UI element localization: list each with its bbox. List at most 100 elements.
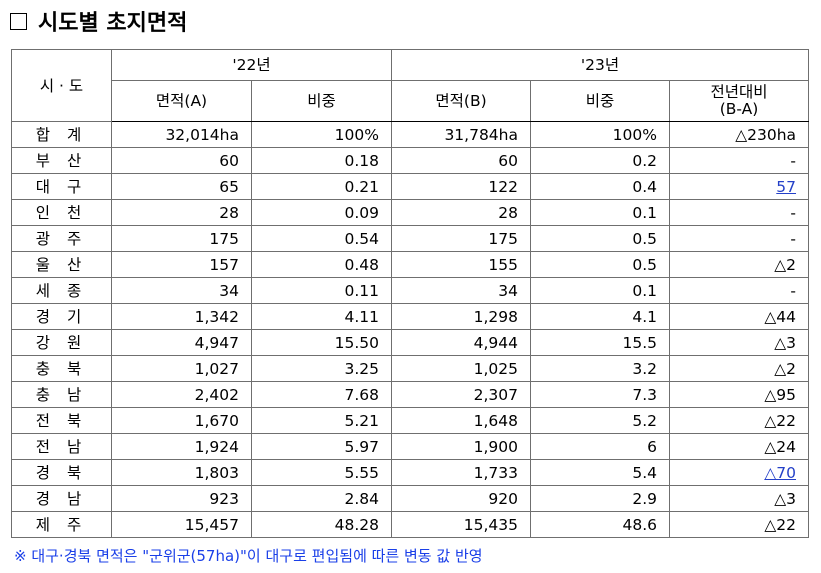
share-22-cell: 0.18 (251, 147, 392, 174)
region-cell: 전 북 (11, 407, 112, 434)
area-23-cell: 34 (391, 277, 531, 304)
share-23-cell: 6 (530, 433, 670, 460)
region-cell: 대 구 (11, 173, 112, 200)
share-23-cell: 48.6 (530, 511, 670, 538)
share-23-cell: 4.1 (530, 303, 670, 330)
table-row: 제 주 15,457 48.28 15,435 48.6 △22 (11, 511, 810, 538)
table-row: 대 구 65 0.21 122 0.4 57 (11, 173, 810, 200)
region-cell: 인 천 (11, 199, 112, 226)
header-area-b: 면적(B) (391, 80, 531, 122)
share-22-cell: 15.50 (251, 329, 392, 356)
share-23-cell: 0.1 (530, 277, 670, 304)
change-cell: △230ha (668, 121, 810, 148)
area-23-cell: 1,648 (391, 407, 531, 434)
area-23-cell: 155 (391, 251, 531, 278)
change-link[interactable]: △70 (764, 463, 797, 482)
region-cell: 울 산 (11, 251, 112, 278)
area-23-cell: 60 (391, 147, 531, 174)
header-change-line2: (B-A) (719, 100, 759, 118)
area-23-cell: 1,298 (391, 303, 531, 330)
area-22-cell: 1,027 (111, 355, 252, 382)
area-23-cell: 15,435 (391, 511, 531, 538)
grassland-area-table: 시 · 도 '22년 '23년 면적(A) 비중 면적(B) 비중 전년대비 (… (11, 49, 810, 538)
change-cell: △2 (668, 355, 810, 382)
table-row: 경 남 923 2.84 920 2.9 △3 (11, 485, 810, 512)
area-22-cell: 1,342 (111, 303, 252, 330)
table-row: 강 원 4,947 15.50 4,944 15.5 △3 (11, 329, 810, 356)
region-cell: 합 계 (11, 121, 112, 148)
region-cell: 충 북 (11, 355, 112, 382)
region-cell: 광 주 (11, 225, 112, 252)
table-row: 충 북 1,027 3.25 1,025 3.2 △2 (11, 355, 810, 382)
table-row: 합 계 32,014ha 100% 31,784ha 100% △230ha (11, 121, 810, 148)
area-22-cell: 2,402 (111, 381, 252, 408)
share-22-cell: 0.11 (251, 277, 392, 304)
change-cell: △3 (668, 485, 810, 512)
area-22-cell: 34 (111, 277, 252, 304)
change-cell: 57 (668, 173, 810, 200)
share-22-cell: 4.11 (251, 303, 392, 330)
area-22-cell: 28 (111, 199, 252, 226)
change-cell: △2 (668, 251, 810, 278)
change-cell: △44 (668, 303, 810, 330)
area-22-cell: 157 (111, 251, 252, 278)
table-row: 전 북 1,670 5.21 1,648 5.2 △22 (11, 407, 810, 434)
area-22-cell: 1,924 (111, 433, 252, 460)
region-cell: 전 남 (11, 433, 112, 460)
area-22-cell: 1,670 (111, 407, 252, 434)
change-cell: △22 (668, 407, 810, 434)
share-22-cell: 0.21 (251, 173, 392, 200)
share-22-cell: 0.54 (251, 225, 392, 252)
region-cell: 경 북 (11, 459, 112, 486)
change-cell: △3 (668, 329, 810, 356)
share-22-cell: 0.09 (251, 199, 392, 226)
region-cell: 제 주 (11, 511, 112, 538)
share-23-cell: 7.3 (530, 381, 670, 408)
header-year-22: '22년 (111, 49, 392, 81)
area-23-cell: 4,944 (391, 329, 531, 356)
table-row: 전 남 1,924 5.97 1,900 6 △24 (11, 433, 810, 460)
change-cell: - (668, 199, 810, 226)
area-23-cell: 122 (391, 173, 531, 200)
header-change-line1: 전년대비 (710, 83, 768, 101)
header-share-23: 비중 (530, 80, 670, 122)
share-22-cell: 3.25 (251, 355, 392, 382)
region-cell: 충 남 (11, 381, 112, 408)
area-23-cell: 1,025 (391, 355, 531, 382)
share-23-cell: 5.4 (530, 459, 670, 486)
table-row: 경 기 1,342 4.11 1,298 4.1 △44 (11, 303, 810, 330)
header-change: 전년대비 (B-A) (668, 80, 810, 122)
share-23-cell: 2.9 (530, 485, 670, 512)
region-cell: 경 남 (11, 485, 112, 512)
share-22-cell: 100% (251, 121, 392, 148)
change-cell: - (668, 147, 810, 174)
change-link[interactable]: 57 (776, 177, 797, 196)
area-22-cell: 923 (111, 485, 252, 512)
header-share-22: 비중 (251, 80, 392, 122)
area-22-cell: 175 (111, 225, 252, 252)
area-22-cell: 32,014ha (111, 121, 252, 148)
area-22-cell: 1,803 (111, 459, 252, 486)
area-23-cell: 1,900 (391, 433, 531, 460)
area-22-cell: 15,457 (111, 511, 252, 538)
share-23-cell: 100% (530, 121, 670, 148)
header-region: 시 · 도 (11, 49, 112, 122)
region-cell: 강 원 (11, 329, 112, 356)
table-row: 인 천 28 0.09 28 0.1- (11, 199, 810, 226)
table-row: 충 남 2,402 7.68 2,307 7.3 △95 (11, 381, 810, 408)
change-cell: △22 (668, 511, 810, 538)
table-row: 부 산 60 0.18 60 0.2- (11, 147, 810, 174)
change-cell: - (668, 225, 810, 252)
share-22-cell: 48.28 (251, 511, 392, 538)
share-22-cell: 7.68 (251, 381, 392, 408)
checkbox-square-icon (10, 12, 27, 30)
table-row: 광 주 175 0.54 175 0.5- (11, 225, 810, 252)
share-23-cell: 0.1 (530, 199, 670, 226)
change-cell: △70 (668, 459, 810, 486)
share-23-cell: 0.4 (530, 173, 670, 200)
footnote: ※ 대구·경북 면적은 "군위군(57ha)"이 대구로 편입됨에 따른 변동 … (14, 547, 483, 565)
area-23-cell: 2,307 (391, 381, 531, 408)
share-22-cell: 5.97 (251, 433, 392, 460)
page-title: 시도별 초지면적 (10, 6, 187, 36)
share-22-cell: 5.21 (251, 407, 392, 434)
